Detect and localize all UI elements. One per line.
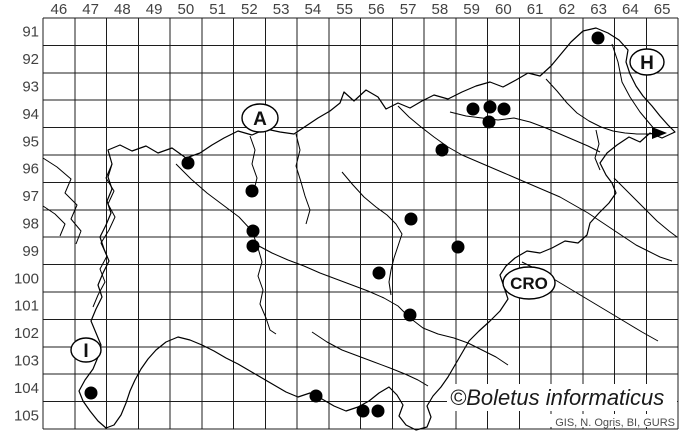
country-labels: A H CRO I [70, 48, 665, 363]
column-label: 49 [146, 1, 163, 18]
occurrence-dot [181, 156, 195, 170]
row-label: 96 [22, 161, 39, 178]
occurrence-dots [84, 31, 605, 418]
row-label: 92 [22, 51, 39, 68]
occurrence-dot [466, 102, 480, 116]
column-label: 51 [209, 1, 226, 18]
occurrence-dot [309, 389, 323, 403]
row-label: 105 [14, 407, 39, 424]
column-label: 46 [51, 1, 68, 18]
country-oval-h [629, 48, 665, 76]
row-label: 101 [14, 298, 39, 315]
river-path [545, 78, 657, 135]
column-label: 54 [305, 1, 322, 18]
column-label: 58 [432, 1, 449, 18]
occurrence-dot [371, 404, 385, 418]
river-path [613, 177, 678, 238]
river-path [611, 43, 657, 132]
row-axis: 91 92 93 94 95 96 97 98 99 100 101 102 103 104 105 [14, 24, 39, 425]
row-label: 91 [22, 24, 39, 41]
river-path [449, 111, 601, 153]
river-path [249, 135, 258, 191]
occurrence-dot [451, 240, 465, 254]
river-path [295, 133, 311, 225]
credits-text: GIS, N. Ogris, BI, GURS [555, 417, 675, 429]
copyright-text: ©Boletus informaticus [450, 385, 664, 410]
column-label: 47 [82, 1, 99, 18]
river-path [311, 331, 429, 387]
river-path [175, 163, 509, 366]
row-label: 94 [22, 106, 39, 123]
occurrence-dot [246, 239, 260, 253]
occurrence-dot [245, 184, 259, 198]
river-path [92, 163, 116, 308]
river-path [257, 247, 277, 335]
column-label: 50 [178, 1, 195, 18]
column-label: 60 [495, 1, 512, 18]
occurrence-dot [435, 143, 449, 157]
column-label: 65 [654, 1, 671, 18]
grid [42, 17, 679, 430]
row-label: 93 [22, 79, 39, 96]
occurrence-dot [591, 31, 605, 45]
row-label: 97 [22, 188, 39, 205]
occurrence-dot [482, 115, 496, 129]
column-label: 64 [622, 1, 639, 18]
row-label: 100 [14, 270, 39, 287]
column-axis: 46 47 48 49 50 51 52 53 54 55 56 57 58 59 60 61 62 63 64 65 [51, 1, 671, 18]
river-path [42, 205, 66, 237]
occurrence-dot [483, 100, 497, 114]
row-label: 103 [14, 353, 39, 370]
occurrence-dot [84, 386, 98, 400]
column-label: 52 [241, 1, 258, 18]
occurrence-dot [403, 308, 417, 322]
row-label: 98 [22, 216, 39, 233]
occurrence-dot [404, 212, 418, 226]
river-path [397, 105, 673, 262]
country-label-cro: CRO [510, 274, 548, 293]
row-label: 104 [14, 380, 39, 397]
river-path [42, 157, 82, 245]
row-label: 95 [22, 133, 39, 150]
country-label-i: I [83, 341, 88, 362]
column-label: 55 [336, 1, 353, 18]
country-oval-cro [502, 266, 556, 300]
country-label-a: A [253, 109, 267, 130]
occurrence-dot [246, 224, 260, 238]
river-path [341, 171, 403, 296]
country-label-h: H [640, 53, 654, 74]
copyright-backdrop [447, 384, 677, 411]
column-label: 63 [590, 1, 607, 18]
column-label: 62 [559, 1, 576, 18]
column-label: 53 [273, 1, 290, 18]
occurrence-dot [372, 266, 386, 280]
row-label: 102 [14, 325, 39, 342]
column-label: 56 [368, 1, 385, 18]
slovenia-border-path [78, 27, 676, 431]
credits-backdrop [544, 414, 677, 427]
map-linework [42, 27, 678, 431]
river-arrow-icon [652, 127, 667, 139]
column-label: 57 [400, 1, 417, 18]
column-label: 48 [114, 1, 131, 18]
occurrence-dot [356, 404, 370, 418]
country-oval-i [70, 337, 102, 363]
column-label: 59 [463, 1, 480, 18]
occurrence-dot [497, 102, 511, 116]
column-label: 61 [527, 1, 544, 18]
row-label: 99 [22, 243, 39, 260]
country-oval-a [241, 103, 279, 133]
